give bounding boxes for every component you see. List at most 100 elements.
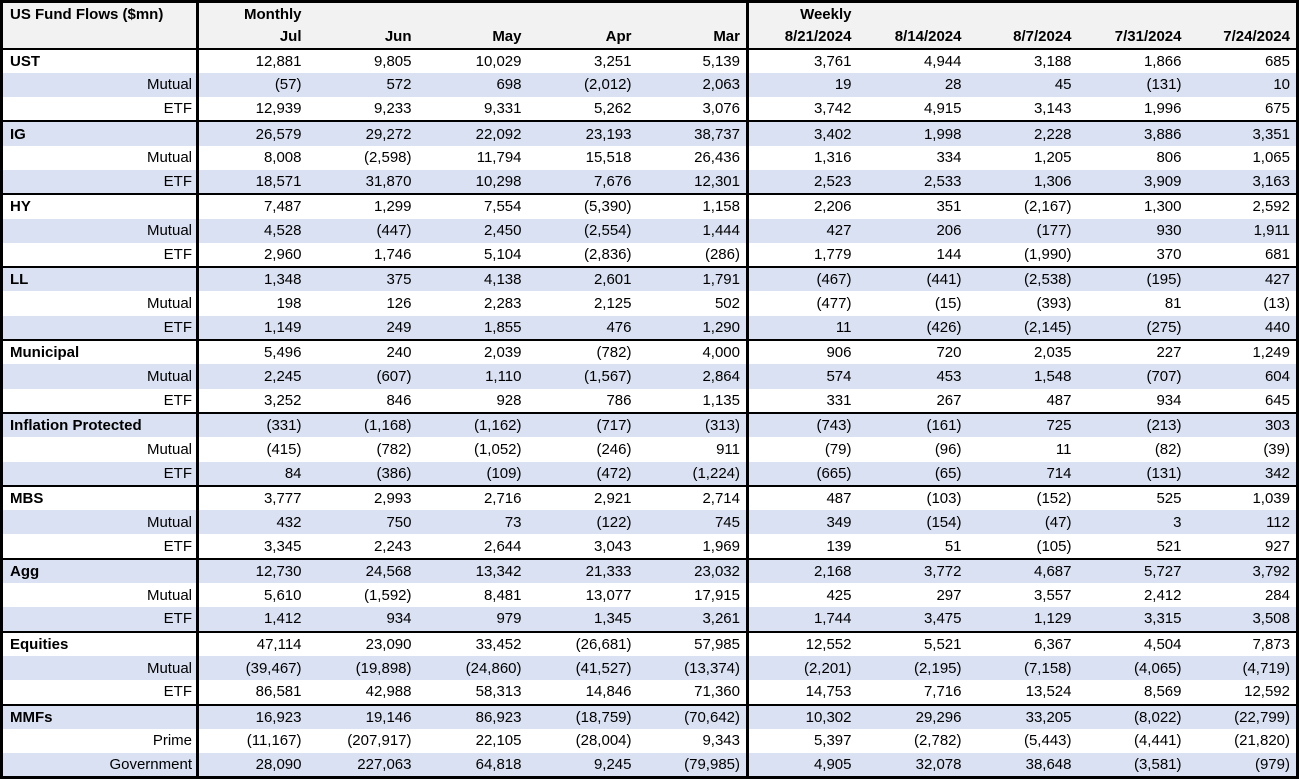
data-cell: 47,114 bbox=[256, 635, 302, 653]
data-cell: 13,342 bbox=[417, 558, 528, 584]
data-cell: (1,567) bbox=[527, 364, 638, 389]
column-header-8-21-2024: 8/21/2024 bbox=[746, 25, 858, 50]
data-cell: 10 bbox=[1187, 72, 1298, 98]
data-cell: 28 bbox=[857, 72, 968, 98]
row-sublabel: Prime bbox=[1, 728, 199, 754]
data-cell: (426) bbox=[857, 315, 968, 342]
data-cell: 714 bbox=[967, 461, 1078, 487]
data-cell: 38,648 bbox=[967, 753, 1078, 779]
group-label: IG bbox=[1, 121, 199, 146]
data-cell: 1,866 bbox=[1143, 52, 1182, 70]
data-cell: (4,065) bbox=[1077, 655, 1188, 681]
data-cell: 5,727 bbox=[1077, 558, 1188, 584]
data-cell: 906 bbox=[746, 340, 858, 365]
data-cell: 675 bbox=[1187, 97, 1298, 123]
row-sublabel: ETF bbox=[1, 607, 199, 633]
data-cell: (22,799) bbox=[1187, 704, 1298, 729]
data-cell: 206 bbox=[857, 218, 968, 243]
data-cell: 1,158 bbox=[702, 198, 740, 216]
data-cell: 440 bbox=[1187, 315, 1298, 342]
group-label: LL bbox=[1, 267, 199, 292]
data-cell: 303 bbox=[1187, 412, 1298, 438]
data-cell: 2,714 bbox=[702, 489, 740, 507]
data-cell: (24,860) bbox=[417, 655, 528, 681]
data-cell: (4,719) bbox=[1187, 655, 1298, 681]
row-sublabel: ETF bbox=[1, 97, 199, 123]
column-header-7-24-2024: 7/24/2024 bbox=[1187, 25, 1298, 50]
data-cell: 3,188 bbox=[1033, 52, 1072, 70]
data-cell: (2,782) bbox=[913, 732, 962, 750]
table-row-equities-etf: ETF 86,581 42,988 58,313 14,846 71,360 14,753 7… bbox=[1, 680, 1298, 706]
table-body: UST 12,881 9,805 10,029 3,251 5,139 3,761 4,944… bbox=[1, 48, 1298, 779]
data-cell: (131) bbox=[1077, 461, 1188, 487]
data-cell: 1,791 bbox=[637, 267, 748, 292]
data-cell: (743) bbox=[746, 412, 858, 438]
data-cell: 2,644 bbox=[417, 534, 528, 560]
data-cell: 3,043 bbox=[527, 534, 638, 560]
data-cell: (19,898) bbox=[307, 655, 418, 681]
table-row-ust-etf: ETF 12,939 9,233 9,331 5,262 3,076 3,742 4,915 3… bbox=[1, 97, 1298, 123]
data-cell: (195) bbox=[1077, 267, 1188, 292]
data-cell: 24,568 bbox=[307, 558, 418, 584]
data-cell: 5,262 bbox=[527, 97, 638, 123]
data-cell: (246) bbox=[596, 440, 632, 458]
data-cell: 17,915 bbox=[694, 586, 740, 604]
row-sublabel: ETF bbox=[1, 169, 199, 196]
table-row-mmfs: MMFs 16,923 19,146 86,923 (18,759) (70,642) 10… bbox=[1, 704, 1298, 729]
data-cell: (607) bbox=[307, 364, 418, 389]
data-cell: 2,245 bbox=[197, 364, 308, 389]
data-cell: 9,343 bbox=[702, 732, 740, 750]
data-cell: (447) bbox=[307, 218, 418, 243]
group-label: Municipal bbox=[1, 340, 199, 365]
data-cell: (18,759) bbox=[527, 704, 638, 729]
data-cell: 267 bbox=[857, 388, 968, 414]
table-row-mbs-mutual: Mutual 432 750 73 (122) 745 349 (154) (47) 3 112 bbox=[1, 510, 1298, 535]
row-sublabel: ETF bbox=[1, 461, 199, 487]
data-cell: 645 bbox=[1187, 388, 1298, 414]
data-cell: 574 bbox=[746, 364, 858, 389]
data-cell: 930 bbox=[1077, 218, 1188, 243]
data-cell: 45 bbox=[967, 72, 1078, 98]
data-cell: 928 bbox=[417, 388, 528, 414]
data-cell: 2,283 bbox=[483, 295, 522, 313]
data-cell: (1,592) bbox=[363, 586, 412, 604]
data-cell: (65) bbox=[857, 461, 968, 487]
data-cell: 12,939 bbox=[197, 97, 308, 123]
data-cell: 7,873 bbox=[1252, 635, 1290, 653]
data-cell: 1,746 bbox=[307, 242, 418, 269]
data-cell: 11 bbox=[1055, 440, 1072, 458]
table-row-ll-mutual: Mutual 198 126 2,283 2,125 502 (477) (15) (393) 8… bbox=[1, 291, 1298, 316]
data-cell: 11 bbox=[746, 315, 858, 342]
data-cell: (665) bbox=[746, 461, 858, 487]
data-cell: 432 bbox=[197, 510, 308, 535]
column-header-jun: Jun bbox=[307, 25, 418, 50]
data-cell: 81 bbox=[1164, 295, 1182, 313]
data-cell: 370 bbox=[1077, 242, 1188, 269]
data-cell: 3,761 bbox=[746, 48, 858, 73]
data-cell: 2,533 bbox=[857, 169, 968, 196]
row-sublabel: Mutual bbox=[1, 364, 199, 389]
data-cell: 1,779 bbox=[746, 242, 858, 269]
row-sublabel: Mutual bbox=[1, 218, 199, 243]
table-row-ust: UST 12,881 9,805 10,029 3,251 5,139 3,761 4,944… bbox=[1, 48, 1298, 73]
data-cell: (41,527) bbox=[527, 655, 638, 681]
row-sublabel: Mutual bbox=[1, 583, 199, 608]
data-cell: 698 bbox=[417, 72, 528, 98]
data-cell: 934 bbox=[1077, 388, 1188, 414]
data-cell: 71,360 bbox=[637, 680, 748, 706]
data-cell: 521 bbox=[1077, 534, 1188, 560]
data-cell: (2,598) bbox=[363, 149, 412, 167]
data-cell: 4,944 bbox=[923, 52, 962, 70]
data-cell: (2,836) bbox=[527, 242, 638, 269]
data-cell: 9,805 bbox=[373, 52, 412, 70]
data-cell: 198 bbox=[276, 295, 302, 313]
data-cell: 5,104 bbox=[417, 242, 528, 269]
data-cell: 685 bbox=[1264, 52, 1290, 70]
row-sublabel: ETF bbox=[1, 534, 199, 560]
data-cell: (96) bbox=[934, 440, 962, 458]
data-cell: 15,518 bbox=[585, 149, 632, 167]
data-cell: (161) bbox=[857, 412, 968, 438]
data-cell: 934 bbox=[307, 607, 418, 633]
data-cell: 112 bbox=[1187, 510, 1298, 535]
